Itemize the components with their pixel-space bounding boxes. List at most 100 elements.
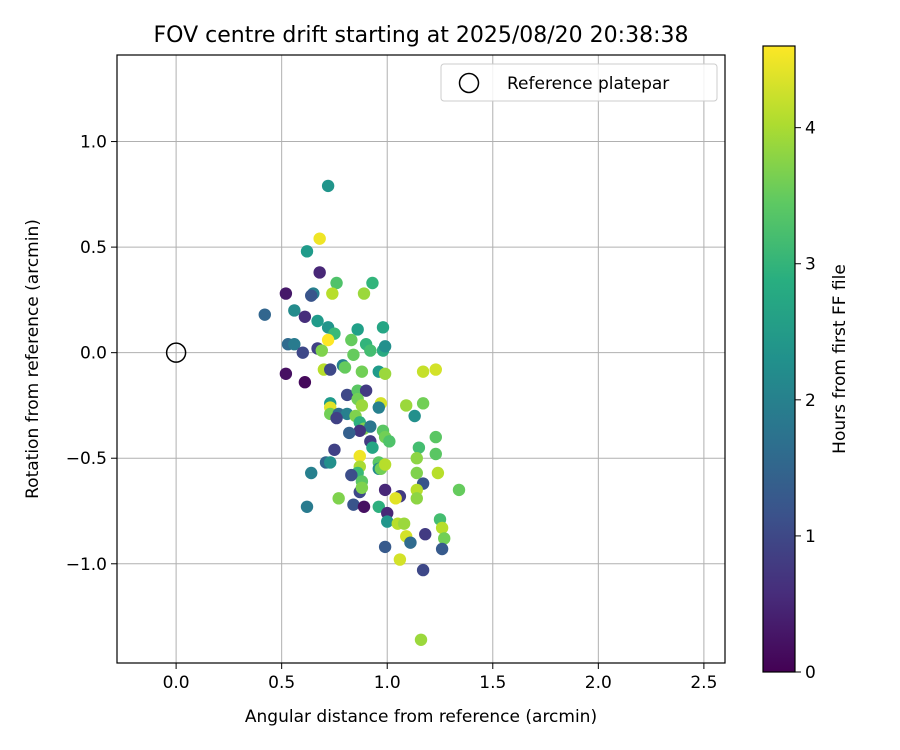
data-point bbox=[347, 498, 360, 511]
data-point bbox=[408, 409, 421, 423]
data-point bbox=[416, 365, 430, 378]
plot-frame bbox=[116, 54, 726, 664]
colorbar-tick-label: 3 bbox=[805, 255, 816, 275]
colorbar-tick-label: 4 bbox=[805, 119, 816, 139]
colorbar-tick-label: 0 bbox=[805, 663, 816, 683]
data-point bbox=[429, 430, 442, 444]
colorbar-gradient bbox=[763, 46, 795, 672]
data-point bbox=[258, 308, 271, 321]
legend: Reference platepar bbox=[440, 63, 718, 102]
data-point bbox=[300, 500, 314, 513]
data-point bbox=[404, 536, 417, 549]
data-point bbox=[298, 376, 312, 389]
data-point bbox=[330, 276, 343, 290]
data-point bbox=[400, 399, 413, 412]
data-point bbox=[372, 500, 385, 513]
x-axis-label: Angular distance from reference (arcmin) bbox=[245, 707, 597, 727]
data-point bbox=[378, 458, 392, 471]
data-point bbox=[378, 340, 392, 353]
data-point bbox=[378, 540, 392, 554]
y-tick-label: 1.0 bbox=[80, 133, 107, 153]
data-point bbox=[378, 483, 392, 497]
data-point bbox=[416, 397, 430, 410]
y-axis-ticks: −1.0 −0.5 0.0 0.5 1.0 bbox=[66, 133, 117, 575]
data-point bbox=[351, 323, 364, 336]
data-point bbox=[321, 333, 335, 347]
data-point bbox=[330, 411, 343, 425]
data-point bbox=[393, 553, 407, 566]
legend-box bbox=[440, 63, 718, 102]
data-point bbox=[366, 276, 379, 290]
data-point bbox=[338, 361, 352, 374]
data-point bbox=[357, 500, 371, 513]
data-point bbox=[410, 492, 423, 505]
data-point bbox=[296, 346, 309, 359]
data-point bbox=[288, 304, 301, 317]
y-axis-label: Rotation from reference (arcmin) bbox=[23, 219, 43, 499]
data-point bbox=[412, 441, 426, 454]
data-point bbox=[431, 466, 445, 480]
colorbar-label: Hours from first FF file bbox=[830, 264, 850, 454]
data-point bbox=[397, 517, 411, 530]
data-point bbox=[298, 310, 312, 323]
legend-marker-open-circle bbox=[458, 72, 480, 94]
data-point bbox=[359, 384, 373, 397]
data-point bbox=[343, 426, 356, 440]
x-axis-ticks: 0.0 0.5 1.0 1.5 2.0 2.5 bbox=[163, 663, 717, 693]
data-point bbox=[378, 367, 392, 380]
y-tick-label: −0.5 bbox=[66, 449, 107, 469]
data-point bbox=[416, 563, 430, 577]
colorbar-ticks: 0 1 2 3 4 bbox=[795, 119, 816, 683]
data-point bbox=[288, 338, 301, 351]
colorbar-frame bbox=[762, 45, 796, 673]
data-point bbox=[366, 441, 379, 454]
data-point bbox=[438, 532, 451, 545]
x-tick-label: 0.5 bbox=[268, 673, 295, 693]
data-point bbox=[324, 363, 337, 376]
data-point bbox=[410, 452, 423, 465]
data-point bbox=[279, 287, 293, 300]
data-point bbox=[313, 266, 326, 279]
data-point bbox=[429, 447, 442, 461]
data-point bbox=[381, 515, 394, 528]
data-point bbox=[410, 466, 423, 480]
data-point bbox=[355, 481, 369, 494]
reference-point bbox=[165, 342, 187, 363]
data-point bbox=[324, 456, 337, 469]
data-point bbox=[326, 287, 339, 300]
colorbar: 0 1 2 3 4 Hours from first FF file bbox=[762, 45, 850, 683]
data-point bbox=[313, 232, 326, 245]
data-point bbox=[305, 289, 318, 302]
data-point bbox=[389, 492, 402, 505]
data-point bbox=[357, 287, 371, 300]
data-point bbox=[364, 420, 377, 433]
data-point bbox=[345, 333, 358, 347]
data-point bbox=[372, 401, 385, 414]
data-point bbox=[383, 435, 396, 448]
data-point bbox=[435, 521, 449, 535]
data-point bbox=[435, 542, 449, 556]
grid-lines bbox=[117, 55, 725, 663]
y-tick-label: 0.0 bbox=[80, 344, 107, 364]
data-point bbox=[376, 321, 390, 334]
legend-label: Reference platepar bbox=[507, 74, 669, 94]
colorbar-tick-label: 2 bbox=[805, 391, 816, 411]
x-tick-label: 2.5 bbox=[690, 673, 717, 693]
data-point bbox=[332, 492, 345, 505]
data-point bbox=[347, 348, 360, 361]
data-point bbox=[300, 245, 314, 258]
data-point bbox=[452, 483, 466, 497]
y-tick-label: 0.5 bbox=[80, 238, 107, 258]
colorbar-tick-label: 1 bbox=[805, 527, 816, 547]
chart-title: FOV centre drift starting at 2025/08/20 … bbox=[154, 23, 689, 48]
data-point bbox=[364, 344, 377, 357]
data-point bbox=[345, 468, 358, 482]
data-point bbox=[355, 399, 369, 412]
data-point bbox=[353, 424, 366, 437]
data-point bbox=[311, 314, 324, 328]
x-tick-label: 2.0 bbox=[585, 673, 612, 693]
data-point bbox=[340, 388, 354, 402]
data-point bbox=[419, 528, 432, 541]
x-tick-label: 1.0 bbox=[374, 673, 401, 693]
